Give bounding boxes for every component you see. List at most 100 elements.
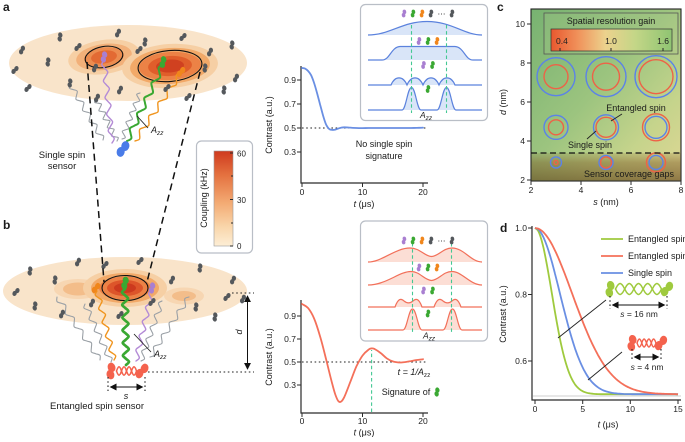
plot-d-sensor-insets bbox=[602, 280, 675, 361]
coupling-tick-30: 30 bbox=[237, 196, 246, 205]
depth-dimension: d bbox=[148, 292, 254, 373]
coupling-wavy-line bbox=[94, 290, 117, 361]
plot-b-ytick: 0.7 bbox=[284, 334, 296, 344]
plot-a-single-spin-contrast: 0.9 0.7 0.5 0.3 0 10 20 Contrast (a.u.) … bbox=[264, 66, 428, 209]
plot-c-ytick-marks bbox=[527, 23, 531, 181]
resolution-circle-single-spin bbox=[592, 114, 620, 141]
plot-d-ytick-marks bbox=[528, 227, 532, 362]
d-dimension-guides bbox=[148, 292, 254, 373]
plot-d-xtick: 5 bbox=[580, 404, 585, 414]
resolution-circle-entangled-spin bbox=[599, 156, 613, 169]
plot-d-ytick: 1.0 bbox=[515, 223, 527, 233]
single-spin-sensor-caption-line1: Single spin bbox=[39, 150, 85, 161]
azz-label-inset-b: Azz bbox=[422, 331, 436, 343]
plot-a-ytick: 0.9 bbox=[284, 75, 296, 85]
plot-a-ytick: 0.7 bbox=[284, 99, 296, 109]
s16-dimension-ticks bbox=[609, 296, 668, 309]
resolution-circle-entangled-spin bbox=[547, 119, 565, 136]
resolution-circle-single-spin bbox=[585, 55, 627, 98]
plot-b-axes bbox=[300, 300, 428, 414]
resolution-map: Spatial resolution gain 0.4 1.0 1.6 10 8… bbox=[498, 8, 684, 207]
plot-a-xtick-marks bbox=[301, 183, 424, 187]
coupling-colorbar-title: Coupling (kHz) bbox=[199, 168, 209, 228]
plot-b-ytick-marks bbox=[297, 315, 301, 386]
resolution-circle-entangled-spin bbox=[543, 63, 569, 90]
gain-colorbar-title: Spatial resolution gain bbox=[567, 16, 656, 26]
plot-b-xtick: 20 bbox=[418, 416, 428, 426]
plot-d-ytick: 0.6 bbox=[515, 356, 527, 366]
ellipsis-dots: ⋯ bbox=[438, 237, 446, 246]
coverage-gaps-callout: Sensor coverage gaps bbox=[584, 169, 675, 179]
plot-a-ytick: 0.5 bbox=[284, 123, 296, 133]
plot-a-annotation-line2: signature bbox=[365, 151, 402, 161]
s-4nm-label: s = 4 nm bbox=[631, 362, 664, 372]
plot-a-ylabel: Contrast (a.u.) bbox=[264, 96, 274, 154]
panel-a-label: a bbox=[3, 0, 10, 14]
spectral-distribution-curve bbox=[368, 45, 482, 61]
plot-a-annotation-line1: No single spin bbox=[356, 139, 413, 149]
green-spin-icon bbox=[432, 386, 442, 398]
gain-tick-04: 0.4 bbox=[556, 36, 568, 46]
coupling-tick-0: 0 bbox=[237, 242, 242, 251]
plot-c-xtick: 6 bbox=[629, 185, 634, 195]
single-spin-sensor-caption-line2: sensor bbox=[48, 161, 77, 172]
resolution-circle-single-spin bbox=[648, 154, 664, 171]
panel-c-label: c bbox=[497, 0, 504, 14]
plot-a-ytick-marks bbox=[297, 79, 301, 153]
plot-c-ytick: 6 bbox=[520, 97, 525, 107]
s-dimension-ticks bbox=[107, 377, 146, 391]
legend-label: Single spin bbox=[628, 268, 672, 278]
plot-a-xtick: 20 bbox=[418, 187, 428, 197]
entangled-spin-sensor-illustration bbox=[3, 255, 247, 381]
resolution-circle-single-spin bbox=[644, 115, 668, 140]
plot-d-xtick-marks bbox=[534, 400, 679, 404]
entanglement-braid bbox=[115, 366, 138, 376]
coupling-wavy-line bbox=[94, 98, 119, 142]
coupling-wavy-line bbox=[120, 287, 131, 367]
inset-b-spectral-distributions: ⋯ Azz bbox=[359, 220, 489, 343]
spectral-distribution-curve bbox=[368, 77, 482, 87]
plot-d-xtick: 10 bbox=[626, 404, 636, 414]
plot-d-axes bbox=[531, 226, 681, 401]
plot-a-xtick: 0 bbox=[300, 187, 305, 197]
s4-dimension-ticks bbox=[631, 349, 662, 361]
coupling-wavy-line bbox=[149, 296, 190, 358]
plot-a-xtick: 10 bbox=[358, 187, 368, 197]
entanglement-braid bbox=[614, 282, 663, 296]
gain-tick-16: 1.6 bbox=[657, 36, 669, 46]
d-dimension-label: d bbox=[234, 329, 244, 335]
panel-b-label: b bbox=[3, 218, 10, 232]
coupling-wavy-line bbox=[121, 92, 141, 140]
coupling-wavy-line bbox=[83, 303, 113, 363]
single-spin-sensor-illustration bbox=[9, 25, 247, 159]
decay-curve-entangled-spin-s4nm bbox=[534, 227, 679, 396]
inset-a-spectral-distributions: ⋯ Azz bbox=[359, 3, 489, 122]
coupling-wavy-line bbox=[134, 72, 182, 142]
plot-d-ytick: 0.8 bbox=[515, 290, 527, 300]
azz-label-b: Azz bbox=[153, 349, 167, 361]
resolution-circle-single-spin bbox=[634, 54, 678, 99]
plot-d-legend: Entangled spin Entangled spin Single spin bbox=[601, 234, 685, 278]
coupling-heatmap-contour bbox=[172, 291, 196, 301]
single-spin-pointer bbox=[586, 130, 597, 140]
target-region-outline bbox=[137, 49, 203, 83]
single-spin-callout: Single spin bbox=[568, 140, 612, 150]
single-spin-sensor-icon bbox=[115, 139, 131, 159]
plot-a-xlabel: t (μs) bbox=[354, 199, 375, 209]
plot-c-xtick: 8 bbox=[679, 185, 684, 195]
s-dimension-label: s bbox=[124, 391, 129, 401]
spectral-distribution-curve bbox=[367, 270, 483, 286]
resolution-circle-single-spin bbox=[536, 56, 576, 97]
pointer-to-16nm-pair bbox=[557, 299, 607, 339]
plot-b-xtick: 0 bbox=[300, 416, 305, 426]
spectral-distribution-curve bbox=[368, 86, 482, 111]
plot-a-axes bbox=[300, 66, 428, 184]
funnel-dashed-line-right bbox=[146, 71, 201, 283]
sensor-separation-dimension: s bbox=[107, 377, 146, 401]
spectral-distribution-curve bbox=[367, 247, 483, 263]
spectral-distribution-curve bbox=[367, 20, 483, 36]
plot-d-xtick: 0 bbox=[533, 404, 538, 414]
plot-b-ytick: 0.5 bbox=[284, 357, 296, 367]
entangled-spin-icon bbox=[659, 280, 675, 298]
legend-label: Entangled spin bbox=[628, 251, 685, 261]
